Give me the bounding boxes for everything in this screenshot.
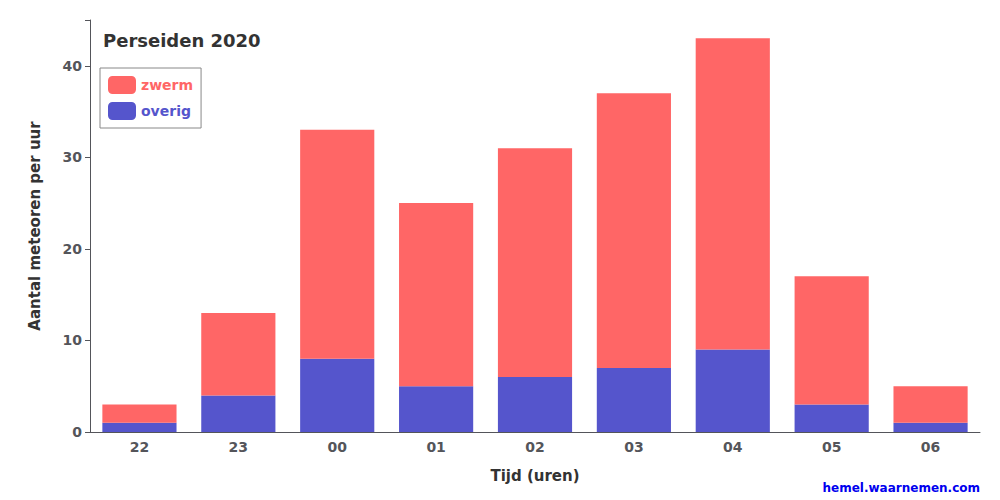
svg-text:0: 0 [72,424,82,440]
svg-text:23: 23 [229,439,248,455]
svg-text:10: 10 [63,332,83,348]
svg-text:01: 01 [426,439,445,455]
svg-text:20: 20 [63,241,83,257]
svg-text:02: 02 [525,439,544,455]
svg-text:40: 40 [63,58,83,74]
svg-text:Tijd (uren): Tijd (uren) [490,467,579,485]
svg-text:Aantal meteoren per uur: Aantal meteoren per uur [26,121,44,331]
svg-text:zwerm: zwerm [141,77,193,93]
svg-text:00: 00 [327,439,347,455]
svg-text:06: 06 [921,439,940,455]
svg-text:03: 03 [624,439,643,455]
svg-text:Perseiden 2020: Perseiden 2020 [103,30,261,51]
svg-text:hemel.waarnemen.com: hemel.waarnemen.com [823,481,980,495]
svg-text:22: 22 [130,439,149,455]
svg-text:30: 30 [63,149,83,165]
svg-text:04: 04 [723,439,743,455]
svg-text:overig: overig [141,103,191,119]
svg-text:05: 05 [822,439,841,455]
